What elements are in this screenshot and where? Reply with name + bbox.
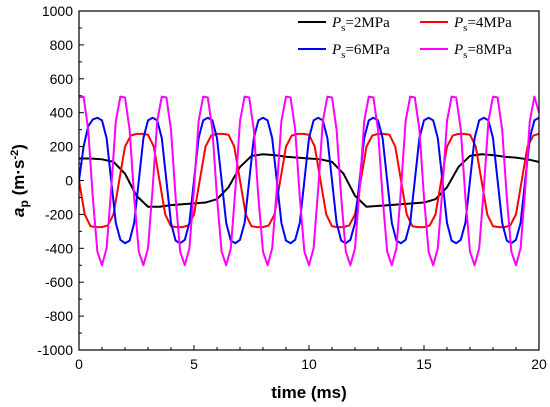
legend-item-4: Ps=8MPa bbox=[420, 42, 512, 61]
series-line-3 bbox=[79, 116, 539, 245]
y-tick-label: 400 bbox=[50, 105, 74, 121]
y-axis-title-subscript: p bbox=[17, 200, 31, 207]
y-axis-title-unit-close: ) bbox=[9, 144, 28, 150]
legend-label: Ps=6MPa bbox=[331, 42, 390, 61]
x-tick-label: 15 bbox=[416, 356, 432, 372]
y-tick-label: 800 bbox=[50, 37, 74, 53]
y-axis-title-unit-exponent: -2 bbox=[9, 150, 21, 160]
y-tick-label: -200 bbox=[45, 206, 73, 222]
y-tick-label: 0 bbox=[65, 173, 73, 189]
y-tick-label: 200 bbox=[50, 139, 74, 155]
y-axis-title-symbol: a bbox=[9, 207, 28, 216]
y-tick-label: 600 bbox=[50, 71, 74, 87]
y-tick-label: -400 bbox=[45, 240, 73, 256]
plot-lines bbox=[79, 95, 539, 267]
legend: Ps=2MPa Ps=4MPa Ps=6MPa Ps=8MPa bbox=[298, 15, 512, 61]
legend-label: Ps=2MPa bbox=[331, 15, 390, 34]
y-tick-label: -600 bbox=[45, 274, 73, 290]
x-tick-label: 20 bbox=[531, 356, 547, 372]
x-tick-label: 0 bbox=[75, 356, 83, 372]
y-axis-ticks: -1000 -800 -600 -400 -200 0 200 400 600 800 1000 bbox=[37, 3, 84, 358]
y-tick-label: 1000 bbox=[42, 3, 73, 19]
legend-label: Ps=8MPa bbox=[453, 42, 512, 61]
y-tick-label: -1000 bbox=[37, 342, 73, 358]
legend-item-3: Ps=6MPa bbox=[298, 42, 390, 61]
x-tick-label: 10 bbox=[301, 356, 317, 372]
y-tick-label: -800 bbox=[45, 308, 73, 324]
legend-label: Ps=4MPa bbox=[453, 15, 512, 34]
y-axis-title: ap (m·s-2) bbox=[9, 144, 31, 217]
legend-item-2: Ps=4MPa bbox=[420, 15, 512, 34]
y-axis-title-unit: (m·s bbox=[9, 160, 28, 201]
x-tick-label: 5 bbox=[190, 356, 198, 372]
x-axis-title: time (ms) bbox=[271, 383, 347, 402]
x-axis-ticks: 0 5 10 15 20 bbox=[75, 345, 547, 372]
legend-item-1: Ps=2MPa bbox=[298, 15, 390, 34]
series-line-4 bbox=[79, 95, 539, 267]
